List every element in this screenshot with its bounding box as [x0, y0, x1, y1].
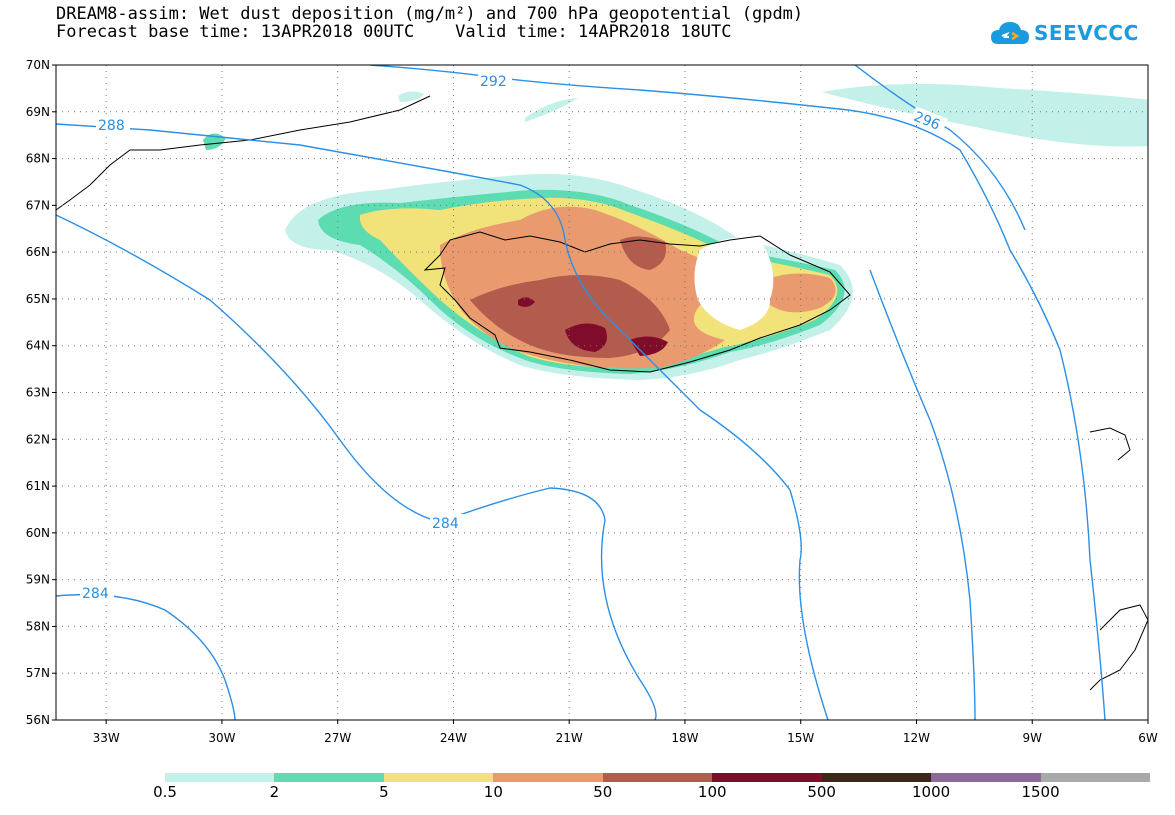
legend-swatch: [383, 773, 494, 782]
logo-text: SEEVCCC: [1034, 21, 1139, 45]
dust-level-50-b: [620, 236, 666, 270]
legend-label: 100: [697, 783, 727, 801]
legend-label: 1500: [1021, 783, 1060, 801]
dust-level-100-c: [518, 297, 535, 307]
contour-296-lower: [869, 269, 976, 720]
lat-label: 58N: [26, 619, 50, 633]
lon-label: 24W: [440, 731, 467, 745]
lat-label: 61N: [26, 479, 50, 493]
contour-labels: 288 292 296 284 284: [80, 72, 948, 602]
scotland-coastline: [1089, 604, 1148, 691]
lon-label: 18W: [671, 731, 698, 745]
cloud-icon: [991, 22, 1029, 44]
lat-label: 68N: [26, 152, 50, 166]
lon-label: 6W: [1138, 731, 1158, 745]
lat-label: 65N: [26, 292, 50, 306]
dust-level-10-east: [765, 273, 836, 313]
lon-label: 12W: [903, 731, 930, 745]
lat-label: 63N: [26, 386, 50, 400]
lon-label: 9W: [1022, 731, 1042, 745]
contour-288: [56, 123, 829, 720]
iceland-coastline: [423, 231, 851, 373]
legend-swatch: [821, 773, 932, 782]
longitude-labels: 33W 30W 27W 24W 21W 18W 15W 12W 9W 6W: [93, 720, 1158, 745]
legend-swatch: [712, 773, 823, 782]
legend-label: 2: [269, 783, 280, 801]
legend-swatch: [165, 773, 275, 782]
dust-greenland-2: [398, 91, 424, 102]
contour-292: [369, 65, 1106, 720]
legend-swatch: [931, 773, 1042, 782]
map-title: DREAM8-assim: Wet dust deposition (mg/m²…: [56, 4, 804, 24]
dust-level-50: [470, 275, 670, 358]
latitude-labels: 70N 69N 68N 67N 66N 65N 64N 63N 62N 61N 60N 59N 58N 5…: [26, 58, 56, 727]
grid-lines: [56, 65, 1148, 720]
legend-label: 5: [379, 783, 389, 801]
greenland-coastline: [56, 95, 431, 211]
lon-label: 15W: [787, 731, 814, 745]
lon-label: 33W: [93, 731, 120, 745]
legend-swatch: [602, 773, 713, 782]
legend-label: 0.5: [153, 783, 177, 801]
contour-label-292: 292: [480, 74, 507, 90]
legend-swatch: [1040, 773, 1151, 782]
seevccc-logo: SEEVCCC: [990, 18, 1139, 48]
lat-label: 57N: [26, 666, 50, 680]
lon-label: 21W: [556, 731, 583, 745]
no-dust-area: [694, 237, 774, 330]
contour-284-b: [56, 593, 236, 720]
legend-swatch: [493, 773, 604, 782]
legend-label: 1000: [912, 783, 951, 801]
contour-label-284b: 284: [82, 586, 109, 602]
faroes-coastline: [1089, 427, 1131, 461]
lon-label: 27W: [324, 731, 351, 745]
lat-label: 59N: [26, 573, 50, 587]
geopotential-contours: [56, 65, 1106, 720]
contour-label-284a: 284: [432, 516, 459, 532]
legend-label: 50: [593, 783, 613, 801]
lat-label: 70N: [26, 58, 50, 72]
dust-level-100-b: [630, 336, 668, 356]
dust-plume-north: [822, 83, 1148, 147]
lat-label: 69N: [26, 105, 50, 119]
lat-label: 64N: [26, 339, 50, 353]
dust-level-100-a: [565, 323, 608, 352]
dust-plume-small: [525, 98, 578, 122]
map-subtitle: Forecast base time: 13APR2018 00UTC Vali…: [56, 22, 732, 42]
lat-label: 62N: [26, 432, 50, 446]
lat-label: 56N: [26, 713, 50, 727]
map-content: [56, 83, 1148, 691]
lat-label: 67N: [26, 198, 50, 212]
lon-label: 30W: [208, 731, 235, 745]
contour-296: [854, 65, 1026, 231]
contour-label-288: 288: [98, 118, 125, 134]
legend-swatch: [274, 773, 385, 782]
lat-label: 60N: [26, 526, 50, 540]
lat-label: 66N: [26, 245, 50, 259]
legend-label: 10: [483, 783, 503, 801]
legend-label: 500: [807, 783, 836, 801]
